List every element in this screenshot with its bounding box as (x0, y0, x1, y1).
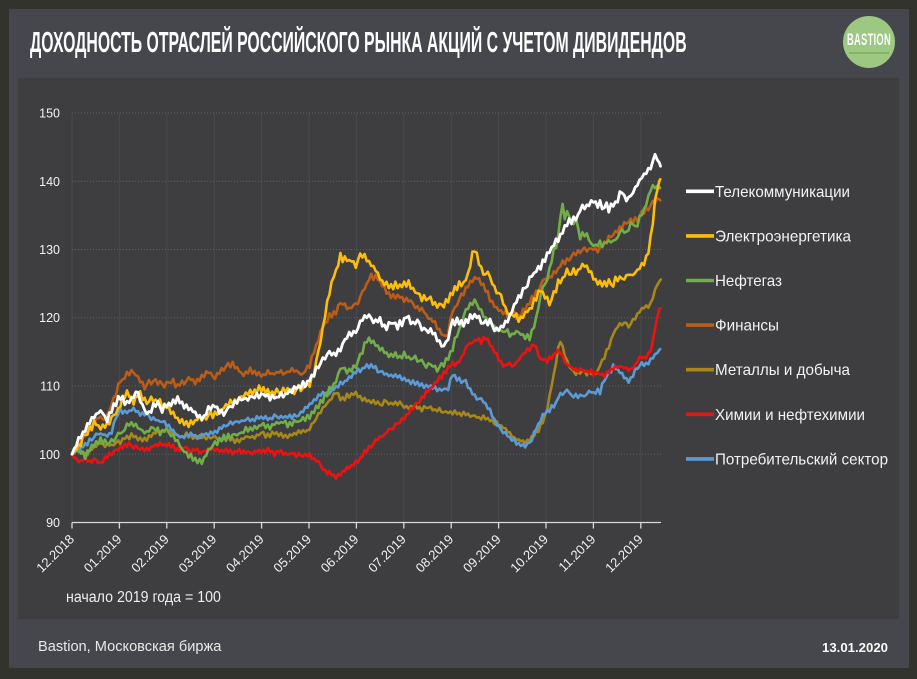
svg-text:100: 100 (39, 448, 60, 462)
svg-text:120: 120 (39, 311, 60, 325)
svg-text:110: 110 (40, 380, 60, 394)
svg-text:Металлы и добыча: Металлы и добыча (715, 362, 850, 379)
svg-text:Электроэнергетика: Электроэнергетика (715, 228, 851, 245)
svg-text:12.2018: 12.2018 (33, 532, 77, 576)
svg-text:04.2019: 04.2019 (223, 532, 267, 576)
svg-text:130: 130 (39, 243, 60, 257)
svg-text:03.2019: 03.2019 (175, 532, 219, 576)
svg-text:90: 90 (46, 516, 60, 530)
svg-text:02.2019: 02.2019 (128, 532, 172, 576)
svg-text:10.2019: 10.2019 (507, 532, 551, 576)
svg-text:140: 140 (39, 175, 60, 189)
svg-text:05.2019: 05.2019 (270, 532, 314, 576)
svg-text:Телекоммуникации: Телекоммуникации (715, 184, 850, 201)
svg-text:08.2019: 08.2019 (412, 532, 456, 576)
svg-text:Химии и нефтехимии: Химии и нефтехимии (715, 407, 865, 424)
svg-text:Нефтегаз: Нефтегаз (715, 273, 782, 290)
svg-text:01.2019: 01.2019 (81, 532, 125, 576)
svg-text:11.2019: 11.2019 (555, 532, 598, 575)
svg-text:09.2019: 09.2019 (460, 532, 504, 576)
svg-text:06.2019: 06.2019 (318, 532, 362, 576)
svg-text:12.2019: 12.2019 (602, 532, 646, 576)
svg-text:Потребительский сектор: Потребительский сектор (715, 451, 888, 468)
svg-text:07.2019: 07.2019 (365, 532, 409, 576)
svg-text:150: 150 (39, 107, 60, 121)
svg-text:Финансы: Финансы (715, 318, 779, 335)
